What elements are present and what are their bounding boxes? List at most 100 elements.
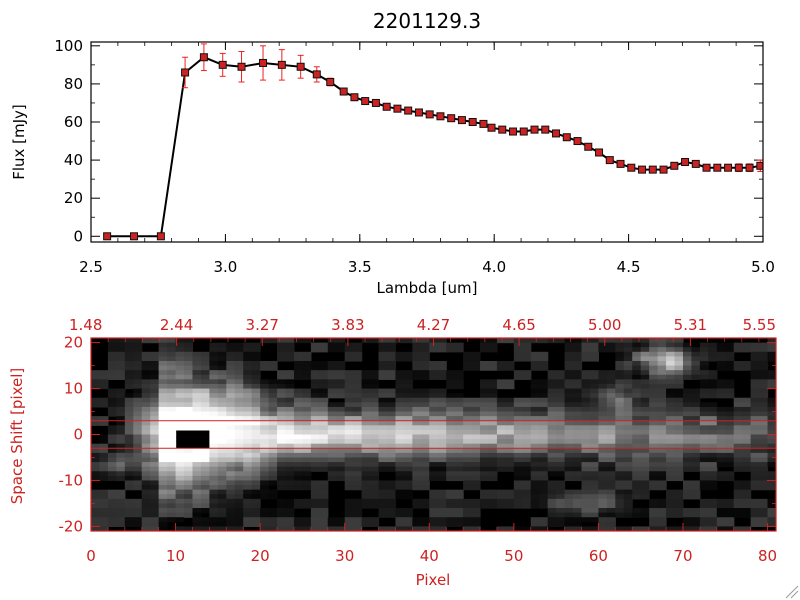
image-cell [632, 374, 642, 380]
image-cell [124, 416, 134, 422]
image-cell [708, 420, 718, 426]
image-cell [513, 420, 523, 426]
image-cell [682, 489, 693, 495]
image-cell [200, 452, 210, 459]
image-cell [691, 434, 701, 440]
image-cell [606, 503, 616, 509]
image-cell [243, 508, 253, 514]
image-cell [124, 351, 134, 357]
image-cell [437, 512, 447, 518]
image-cell [539, 475, 549, 482]
image-cell [370, 402, 380, 408]
image-cell [395, 420, 405, 426]
image-cell [327, 457, 337, 463]
image-cell [268, 434, 278, 440]
image-cell [699, 508, 709, 514]
image-cell [99, 374, 109, 380]
image-cell [327, 452, 337, 459]
image-cell [682, 402, 693, 408]
image-cell [691, 429, 701, 436]
image-cell [725, 383, 735, 390]
image-cell [327, 402, 337, 408]
image-cell [403, 494, 413, 500]
image-cell [184, 342, 194, 348]
image-cell [184, 512, 194, 518]
image-cell [107, 443, 117, 449]
data-point [616, 159, 625, 168]
image-cell [175, 370, 185, 376]
image-cell [767, 462, 776, 468]
image-cell [437, 457, 447, 463]
image-cell [91, 452, 101, 459]
image-cell [649, 471, 659, 477]
image-cell [167, 379, 177, 385]
image-cell [285, 503, 295, 509]
image-cell [386, 402, 397, 408]
image-cell [674, 420, 684, 426]
image-cell [437, 508, 447, 514]
image-cell [310, 397, 320, 403]
image-cell [666, 383, 676, 390]
image-cell [725, 439, 735, 445]
image-cell [260, 462, 270, 468]
image-cell [310, 457, 320, 463]
image-cell [666, 425, 676, 431]
image-cell [133, 517, 143, 523]
image-cell [750, 406, 760, 413]
image-cell [200, 397, 210, 403]
data-point [326, 78, 335, 86]
image-cell [539, 452, 549, 459]
image-cell [420, 498, 430, 505]
image-cell [133, 342, 143, 348]
image-cell [682, 370, 693, 376]
image-cell [175, 365, 185, 371]
image-cell [589, 471, 600, 477]
image-cell [682, 526, 693, 531]
image-cell [184, 466, 194, 472]
image-cell [353, 370, 363, 376]
image-cell [454, 397, 464, 403]
image-cell [649, 439, 659, 445]
image-cell [158, 393, 168, 399]
image-cell [742, 443, 752, 449]
image-cell [674, 393, 684, 399]
image-cell [505, 425, 515, 431]
image-cell [158, 480, 168, 486]
image-cell [260, 480, 270, 486]
image-cell [319, 457, 329, 463]
image-cell [725, 411, 735, 417]
image-cell [403, 406, 413, 413]
image-cell [395, 443, 405, 449]
image-cell [310, 512, 320, 518]
image-cell [133, 411, 143, 417]
image-cell [725, 448, 735, 454]
image-cell [158, 388, 168, 394]
image-cell [437, 503, 447, 509]
image-cell [539, 439, 549, 445]
image-cell [184, 411, 194, 417]
image-cell [277, 342, 287, 348]
image-cell [699, 480, 709, 486]
image-cell [319, 517, 329, 523]
image-cell [606, 379, 616, 385]
image-cell [530, 388, 540, 394]
image-cell [437, 443, 447, 449]
image-cell [268, 388, 278, 394]
image-cell [598, 452, 608, 459]
image-cell [158, 370, 168, 376]
image-cell [353, 388, 363, 394]
image-cell [91, 457, 101, 463]
image-cell [260, 494, 270, 500]
image-cell [623, 383, 633, 390]
image-cell [674, 434, 684, 440]
image-cell [260, 388, 270, 394]
image-cell [522, 411, 532, 417]
image-cell [640, 388, 650, 394]
image-cell [513, 351, 523, 357]
image-cell [184, 402, 194, 408]
image-cell [429, 466, 439, 472]
image-cell [310, 452, 320, 459]
image-cell [547, 471, 557, 477]
image-cell [116, 402, 126, 408]
